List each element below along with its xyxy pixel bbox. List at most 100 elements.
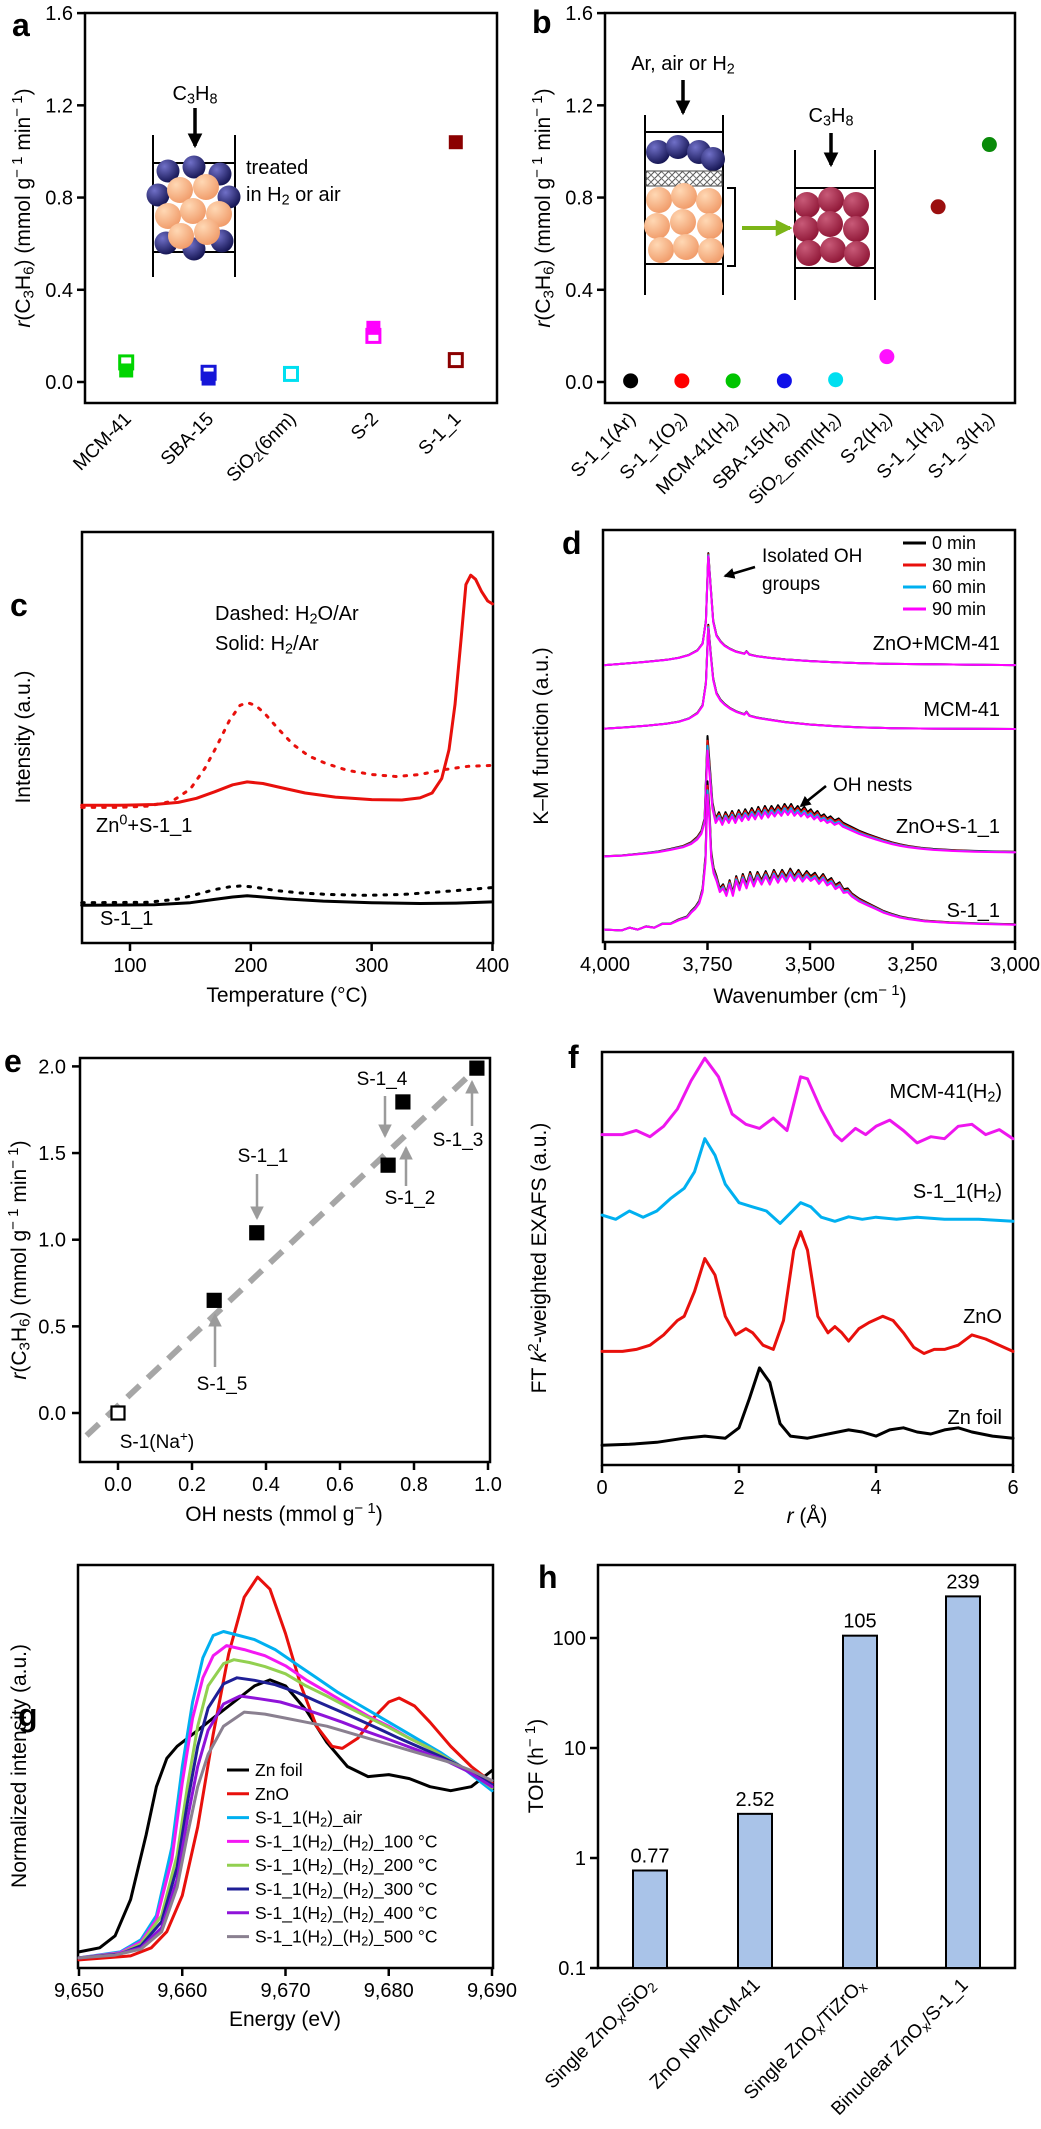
panel-d-ylabel: K–M function (a.u.) (530, 647, 553, 824)
panel-f: 0 2 4 6 r (Å) FT k2-weighted EXAFS (a.u.) MCM-… (525, 1050, 1019, 1528)
panel-h-ytick: 10 (564, 1738, 586, 1760)
panel-f-xtick: 2 (733, 1477, 744, 1499)
panel-letter-h: h (538, 1559, 558, 1595)
panel-g-xtick: 9,670 (260, 1980, 310, 2002)
panel-d-xtick: 4,000 (580, 954, 630, 976)
panel-e-ytick: 0.5 (38, 1316, 66, 1338)
bracket-icon (727, 187, 736, 267)
support-atom-icon (648, 237, 674, 263)
panel-c-xtick: 300 (355, 955, 388, 977)
znox-atom-icon (794, 192, 820, 218)
panel-d-xtick: 3,000 (990, 954, 1040, 976)
panel-d-group-label: S-1_1 (947, 900, 1000, 922)
panel-h-bar (842, 1634, 878, 1969)
panel-d-annotation: Isolated OH (762, 546, 862, 567)
panel-d-xlabel: Wavenumber (cm− 1) (713, 982, 906, 1008)
panel-d-xtick: 3,250 (887, 954, 937, 976)
panel-f-axis-box (600, 1050, 1015, 1467)
panel-h-xcat: Single ZnOx/SiO2 (541, 1975, 660, 2094)
support-atom-icon (167, 177, 193, 203)
panel-c-xlabel: Temperature (°C) (206, 984, 367, 1007)
panel-d-legend-label: 0 min (932, 533, 976, 553)
panel-a-filled-marker (448, 135, 463, 150)
panel-d-annotation: groups (762, 574, 820, 595)
panel-g-xtick: 9,650 (54, 1980, 104, 2002)
panel-a-ytick: 0.8 (45, 188, 73, 210)
panel-g-curve-5 (77, 1676, 494, 1960)
panel-c-curve-label: S-1_1 (100, 908, 153, 930)
panel-e-ytick: 1.0 (38, 1230, 66, 1252)
panel-c-axis-box (80, 530, 495, 945)
panel-g-curve-4 (77, 1658, 494, 1960)
panel-b-ytick: 0.8 (565, 188, 593, 210)
panel-e-axis-box (78, 1056, 492, 1464)
zn-atom-icon (701, 147, 725, 171)
support-atom-icon (155, 203, 181, 229)
support-atom-icon (696, 188, 722, 214)
panel-c-note-solid: Solid: H2/Ar (215, 633, 319, 657)
panel-g-ylabel: Normalized intensity (a.u.) (8, 1644, 31, 1888)
znox-atom-icon (818, 187, 844, 213)
panel-a-ylabel: r(C3H6) (mmol g− 1 min− 1) (9, 88, 37, 327)
panel-b-ytick: 0.0 (565, 372, 593, 394)
panel-e-point (380, 1157, 396, 1173)
panel-e-xtick: 0.0 (104, 1474, 132, 1496)
gas-label: C3H8 (173, 83, 218, 107)
panel-letter-g: g (18, 1697, 38, 1733)
panel-g-legend-label: S-1_1(H2)_(H2)_500 °C (255, 1927, 438, 1949)
panel-e-xtick: 0.4 (252, 1474, 280, 1496)
panel-d-legend-label: 90 min (932, 599, 986, 619)
panel-f-curve-0 (600, 1056, 1015, 1145)
panel-g-legend-label: S-1_1(H2)_(H2)_200 °C (255, 1855, 438, 1877)
panel-e-point (206, 1292, 222, 1308)
panel-b-ytick: 1.6 (565, 3, 593, 25)
panel-g-curve-1 (77, 1575, 494, 1962)
panel-b-point (623, 373, 639, 389)
panel-c: 100 200 300 400 Temperature (°C) Intensity (a… (12, 530, 509, 1007)
panel-a-xcat: SiO2(6nm) (223, 409, 302, 488)
panel-c-note-dashed: Dashed: H2O/Ar (215, 603, 359, 627)
panel-a-ytick: 0.4 (45, 280, 73, 302)
panel-b-point (981, 137, 997, 153)
panel-e-xtick: 0.2 (178, 1474, 206, 1496)
znox-atom-icon (820, 237, 846, 263)
znox-atom-icon (793, 216, 819, 242)
panel-letter-a: a (12, 7, 30, 43)
znox-atom-icon (796, 240, 822, 266)
panel-d-group-label: ZnO+S-1_1 (896, 816, 1000, 838)
panel-a: 0.0 0.4 0.8 1.2 1.6 r(C3H6) (mmol g− 1 min− 1… (9, 3, 499, 488)
panel-h-bar-value: 2.52 (736, 1789, 775, 1811)
inset-caption: treated (246, 157, 308, 179)
panel-f-xlabel: r (Å) (787, 1505, 828, 1528)
panel-e-point-label: S-1(Na+) (120, 1429, 195, 1453)
panel-e-xlabel: OH nests (mmol g− 1) (185, 1500, 383, 1526)
panel-h-ylabel: TOF (h− 1) (522, 1719, 548, 1814)
panel-e-point (110, 1405, 126, 1421)
annotation-arrow-icon (799, 784, 827, 808)
support-atom-icon (697, 213, 723, 239)
panel-letter-b: b (532, 4, 552, 40)
panel-g-legend-label: S-1_1(H2)_air (255, 1808, 362, 1830)
panel-g-curve-2 (77, 1630, 494, 1960)
panel-c-curve-3 (80, 884, 494, 905)
support-atom-icon (193, 174, 219, 200)
panel-f-ylabel: FT k2-weighted EXAFS (a.u.) (525, 1123, 551, 1394)
znox-atom-icon (843, 192, 869, 218)
gas-label: Ar, air or H2 (631, 53, 735, 77)
annotation-arrow-icon (723, 565, 756, 579)
panel-b-ylabel: r(C3H6) (mmol g− 1 min− 1) (529, 88, 557, 327)
inset-caption: in H2 or air (246, 184, 341, 208)
panel-f-curve-label: MCM-41(H2) (890, 1081, 1002, 1105)
support-atom-icon (670, 209, 696, 235)
support-atom-icon (168, 223, 194, 249)
panel-e-xtick: 0.8 (400, 1474, 428, 1496)
panel-b-axis-box (603, 11, 1017, 405)
panel-b: 0.0 0.4 0.8 1.2 1.6 r(C3H6) (mmol g− 1 min− 1… (529, 3, 1017, 510)
panel-d-0-trace-3 (604, 555, 1016, 667)
panel-a-xcat: SBA-15 (157, 409, 218, 470)
panel-b-xcat: SiO2_6nm(H2) (745, 409, 846, 510)
panel-a-open-marker (283, 365, 299, 382)
zn-atom-icon (182, 155, 206, 179)
